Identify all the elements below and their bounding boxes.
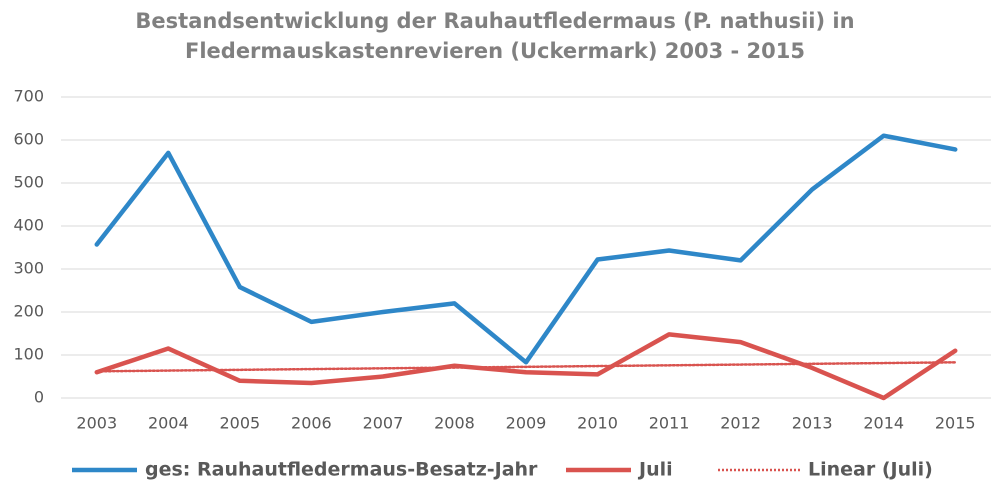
x-tick-label: 2008 bbox=[434, 414, 475, 433]
y-tick-label: 0 bbox=[34, 388, 44, 407]
chart-title: Fledermauskastenrevieren (Uckermark) 200… bbox=[185, 39, 805, 63]
x-tick-label: 2003 bbox=[76, 414, 117, 433]
x-tick-label: 2011 bbox=[649, 414, 690, 433]
legend-label: Linear (Juli) bbox=[808, 459, 933, 481]
series-line bbox=[94, 332, 958, 401]
y-tick-label: 400 bbox=[13, 216, 44, 235]
y-tick-label: 200 bbox=[13, 302, 44, 321]
legend-label: ges: Rauhautfledermaus-Besatz-Jahr bbox=[145, 459, 538, 481]
x-tick-label: 2012 bbox=[720, 414, 761, 433]
series-line bbox=[94, 133, 958, 365]
x-tick-label: 2014 bbox=[863, 414, 904, 433]
x-tick-label: 2009 bbox=[506, 414, 547, 433]
y-tick-label: 100 bbox=[13, 345, 44, 364]
x-tick-label: 2006 bbox=[291, 414, 332, 433]
x-tick-label: 2015 bbox=[935, 414, 976, 433]
chart-title: Bestandsentwicklung der Rauhautfledermau… bbox=[135, 9, 854, 33]
series-line bbox=[95, 361, 957, 373]
x-tick-label: 2010 bbox=[577, 414, 618, 433]
legend-label: Juli bbox=[637, 459, 673, 481]
x-tick-label: 2004 bbox=[148, 414, 189, 433]
x-tick-label: 2013 bbox=[792, 414, 833, 433]
y-tick-label: 500 bbox=[13, 173, 44, 192]
y-tick-label: 300 bbox=[13, 259, 44, 278]
y-tick-label: 700 bbox=[13, 87, 44, 106]
x-tick-label: 2005 bbox=[219, 414, 260, 433]
y-tick-label: 600 bbox=[13, 130, 44, 149]
x-tick-label: 2007 bbox=[363, 414, 404, 433]
